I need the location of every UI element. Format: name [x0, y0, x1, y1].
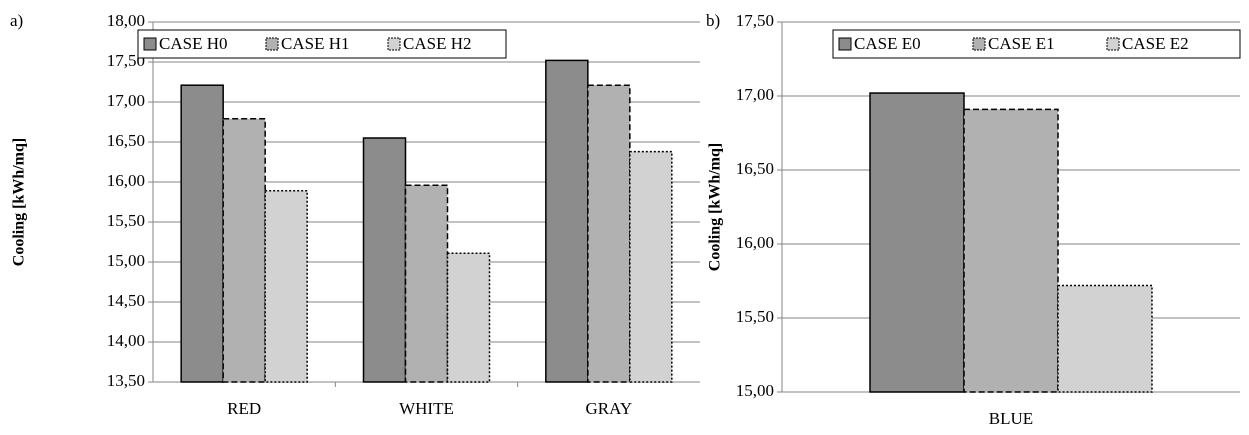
legend-swatch	[838, 37, 852, 51]
legend-label: CASE H2	[403, 34, 471, 53]
x-tick-label: WHITE	[399, 399, 454, 418]
y-tick-label: 17,00	[107, 91, 145, 110]
bar	[222, 118, 266, 383]
x-tick-label: GRAY	[586, 399, 633, 418]
legend-label: CASE H0	[159, 34, 227, 53]
y-tick-label: 15,50	[107, 211, 145, 230]
bar	[963, 108, 1059, 393]
legend-swatch	[265, 37, 279, 51]
y-tick-label: 16,00	[107, 171, 145, 190]
y-tick-label: 15,50	[736, 307, 774, 326]
legend-box	[832, 29, 1241, 59]
y-tick-label: 16,50	[107, 131, 145, 150]
bar	[587, 84, 631, 383]
y-tick-label: 17,50	[107, 51, 145, 70]
panel-label: a)	[10, 11, 23, 30]
y-tick-label: 17,50	[736, 11, 774, 30]
legend-label: CASE E0	[854, 34, 921, 53]
bar	[446, 252, 491, 383]
y-tick-label: 16,50	[736, 159, 774, 178]
y-axis-label: Cooling [kWh/mq]	[11, 138, 28, 266]
legend-label: CASE E1	[988, 34, 1055, 53]
legend-swatch	[972, 37, 986, 51]
bar	[180, 84, 224, 383]
x-tick-label: BLUE	[989, 409, 1033, 428]
y-tick-label: 18,00	[107, 11, 145, 30]
y-tick-label: 16,00	[736, 233, 774, 252]
panel-label: b)	[706, 11, 720, 30]
bar	[362, 137, 407, 383]
x-tick-label: RED	[227, 399, 261, 418]
y-tick-label: 17,00	[736, 85, 774, 104]
legend-swatch	[143, 37, 157, 51]
y-tick-label: 13,50	[107, 371, 145, 390]
legend-box	[137, 29, 507, 59]
legend-label: CASE E2	[1122, 34, 1189, 53]
bar	[545, 59, 589, 383]
bar	[264, 190, 308, 383]
y-tick-label: 14,00	[107, 331, 145, 350]
y-tick-label: 15,00	[736, 381, 774, 400]
y-tick-label: 15,00	[107, 251, 145, 270]
bar	[869, 92, 965, 393]
legend-swatch	[1106, 37, 1120, 51]
y-tick-label: 14,50	[107, 291, 145, 310]
legend-swatch	[387, 37, 401, 51]
bar	[629, 150, 673, 383]
bar	[1057, 284, 1153, 393]
bar	[404, 184, 449, 383]
legend-label: CASE H1	[281, 34, 349, 53]
y-axis-label: Cooling [kWh/mq]	[707, 143, 724, 271]
